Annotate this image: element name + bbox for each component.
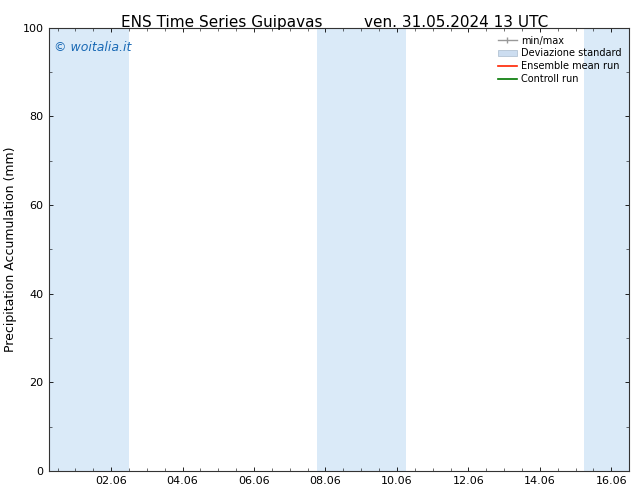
Bar (585, 28, 629, 471)
Legend: min/max, Deviazione standard, Ensemble mean run, Controll run: min/max, Deviazione standard, Ensemble m… (495, 33, 624, 87)
Bar (49, 28, 129, 471)
Text: ENS Time Series Guipavas: ENS Time Series Guipavas (121, 15, 323, 30)
Text: © woitalia.it: © woitalia.it (55, 41, 132, 54)
Text: ven. 31.05.2024 13 UTC: ven. 31.05.2024 13 UTC (365, 15, 548, 30)
Bar (316, 28, 406, 471)
Y-axis label: Precipitation Accumulation (mm): Precipitation Accumulation (mm) (4, 147, 17, 352)
